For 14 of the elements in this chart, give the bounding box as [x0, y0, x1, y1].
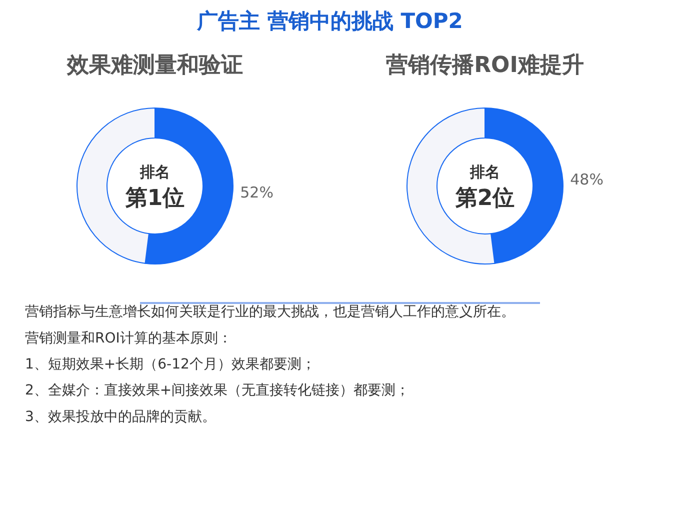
- text: 2、全媒介：直接效果+间接效果（无直接转化链接）都要测；: [25, 382, 410, 399]
- text: 第2位: [454, 186, 515, 211]
- data-label: 52%: [240, 183, 274, 202]
- chart-title: 营销传播ROI难提升: [385, 53, 584, 78]
- text: 广告主 营销中的挑战 TOP2: [196, 9, 463, 33]
- text: 第1位: [124, 186, 185, 211]
- text: 3、效果投放中的品牌的贡献。: [25, 408, 216, 425]
- data-label: 48%: [570, 170, 604, 189]
- chart-title: 效果难测量和验证: [66, 53, 243, 78]
- text: 排名: [469, 163, 500, 181]
- text: 1、短期效果+长期（6-12个月）效果都要测；: [25, 356, 316, 372]
- text: 营销测量和ROI计算的基本原则：: [25, 330, 232, 346]
- text: 营销指标与生意增长如何关联是行业的最大挑战，也是营销人工作的意义所在。: [25, 304, 515, 320]
- text: 排名: [139, 163, 170, 181]
